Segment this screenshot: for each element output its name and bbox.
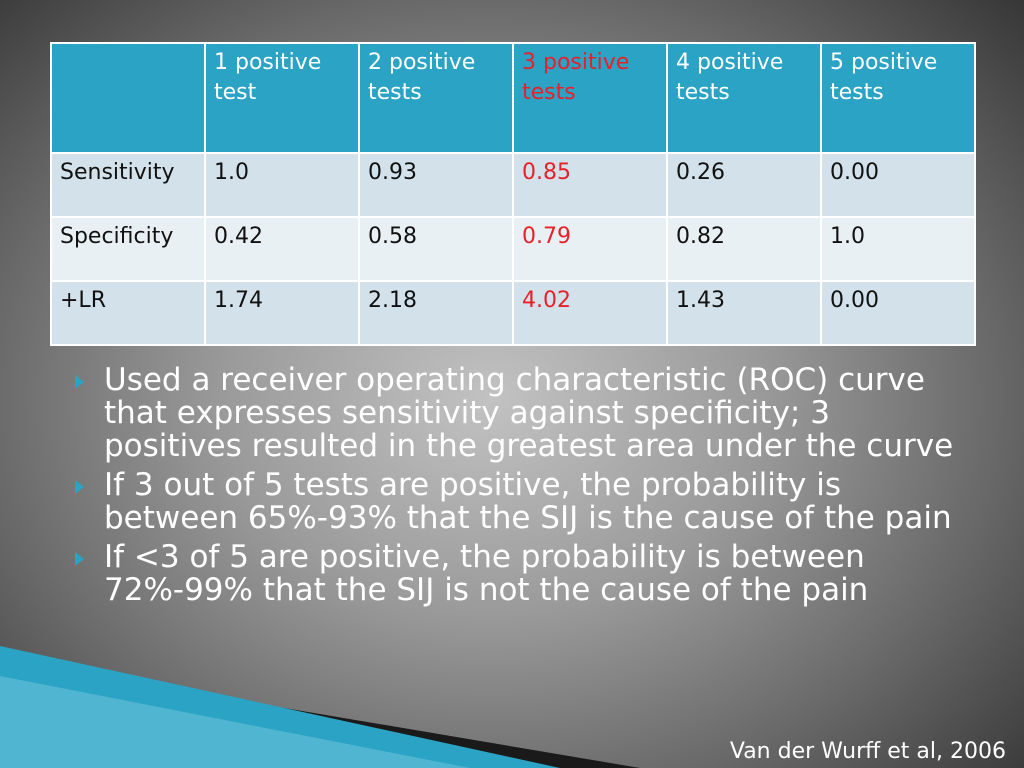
table-cell: 1.0 (204, 152, 360, 218)
swoosh-light-band (0, 676, 470, 768)
table-cell-highlight: 4.02 (512, 280, 668, 346)
results-table: 1 positive test 2 positive tests 3 posit… (50, 42, 976, 346)
bullet-text: If <3 of 5 are positive, the probability… (104, 539, 869, 608)
table-cell-highlight: 0.79 (512, 216, 668, 282)
table-row-sensitivity: Sensitivity 1.0 0.93 0.85 0.26 0.00 (50, 152, 976, 218)
bullet-item: If 3 out of 5 tests are positive, the pr… (72, 469, 972, 535)
row-label: +LR (50, 280, 206, 346)
header-1-positive: 1 positive test (204, 42, 360, 154)
row-label: Sensitivity (50, 152, 206, 218)
citation: Van der Wurff et al, 2006 (729, 739, 1006, 764)
bullet-list: Used a receiver operating characteristic… (72, 364, 972, 613)
header-2-positive: 2 positive tests (358, 42, 514, 154)
table-cell: 0.93 (358, 152, 514, 218)
table-cell: 1.43 (666, 280, 822, 346)
table-cell: 2.18 (358, 280, 514, 346)
table-cell: 1.74 (204, 280, 360, 346)
table-cell: 0.42 (204, 216, 360, 282)
bullet-item: Used a receiver operating characteristic… (72, 364, 972, 463)
table-cell: 0.00 (820, 280, 976, 346)
table-cell: 0.00 (820, 152, 976, 218)
table-cell: 0.58 (358, 216, 514, 282)
row-label: Specificity (50, 216, 206, 282)
bullet-item: If <3 of 5 are positive, the probability… (72, 541, 972, 607)
table-corner-cell (50, 42, 206, 154)
table-row-specificity: Specificity 0.42 0.58 0.79 0.82 1.0 (50, 216, 976, 282)
header-4-positive: 4 positive tests (666, 42, 822, 154)
bullet-text: If 3 out of 5 tests are positive, the pr… (104, 467, 952, 536)
table-cell-highlight: 0.85 (512, 152, 668, 218)
table-cell: 0.82 (666, 216, 822, 282)
table-row-positive-lr: +LR 1.74 2.18 4.02 1.43 0.00 (50, 280, 976, 346)
table-cell: 0.26 (666, 152, 822, 218)
table-cell: 1.0 (820, 216, 976, 282)
arrow-right-icon (75, 375, 84, 389)
arrow-right-icon (75, 552, 84, 566)
arrow-right-icon (75, 480, 84, 494)
header-3-positive: 3 positive tests (512, 42, 668, 154)
table-header-row: 1 positive test 2 positive tests 3 posit… (50, 42, 976, 154)
header-5-positive: 5 positive tests (820, 42, 976, 154)
bullet-text: Used a receiver operating characteristic… (104, 362, 954, 464)
